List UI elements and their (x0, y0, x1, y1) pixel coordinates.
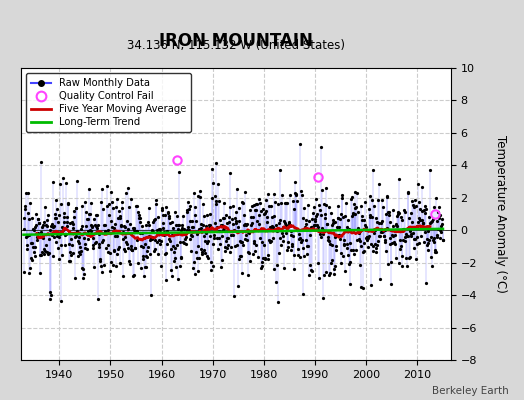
Text: Berkeley Earth: Berkeley Earth (432, 386, 508, 396)
Title: IRON MOUNTAIN: IRON MOUNTAIN (159, 32, 313, 50)
Text: 34.136 N, 115.132 W (United States): 34.136 N, 115.132 W (United States) (127, 39, 345, 52)
Legend: Raw Monthly Data, Quality Control Fail, Five Year Moving Average, Long-Term Tren: Raw Monthly Data, Quality Control Fail, … (26, 73, 191, 132)
Y-axis label: Temperature Anomaly (°C): Temperature Anomaly (°C) (494, 135, 507, 293)
